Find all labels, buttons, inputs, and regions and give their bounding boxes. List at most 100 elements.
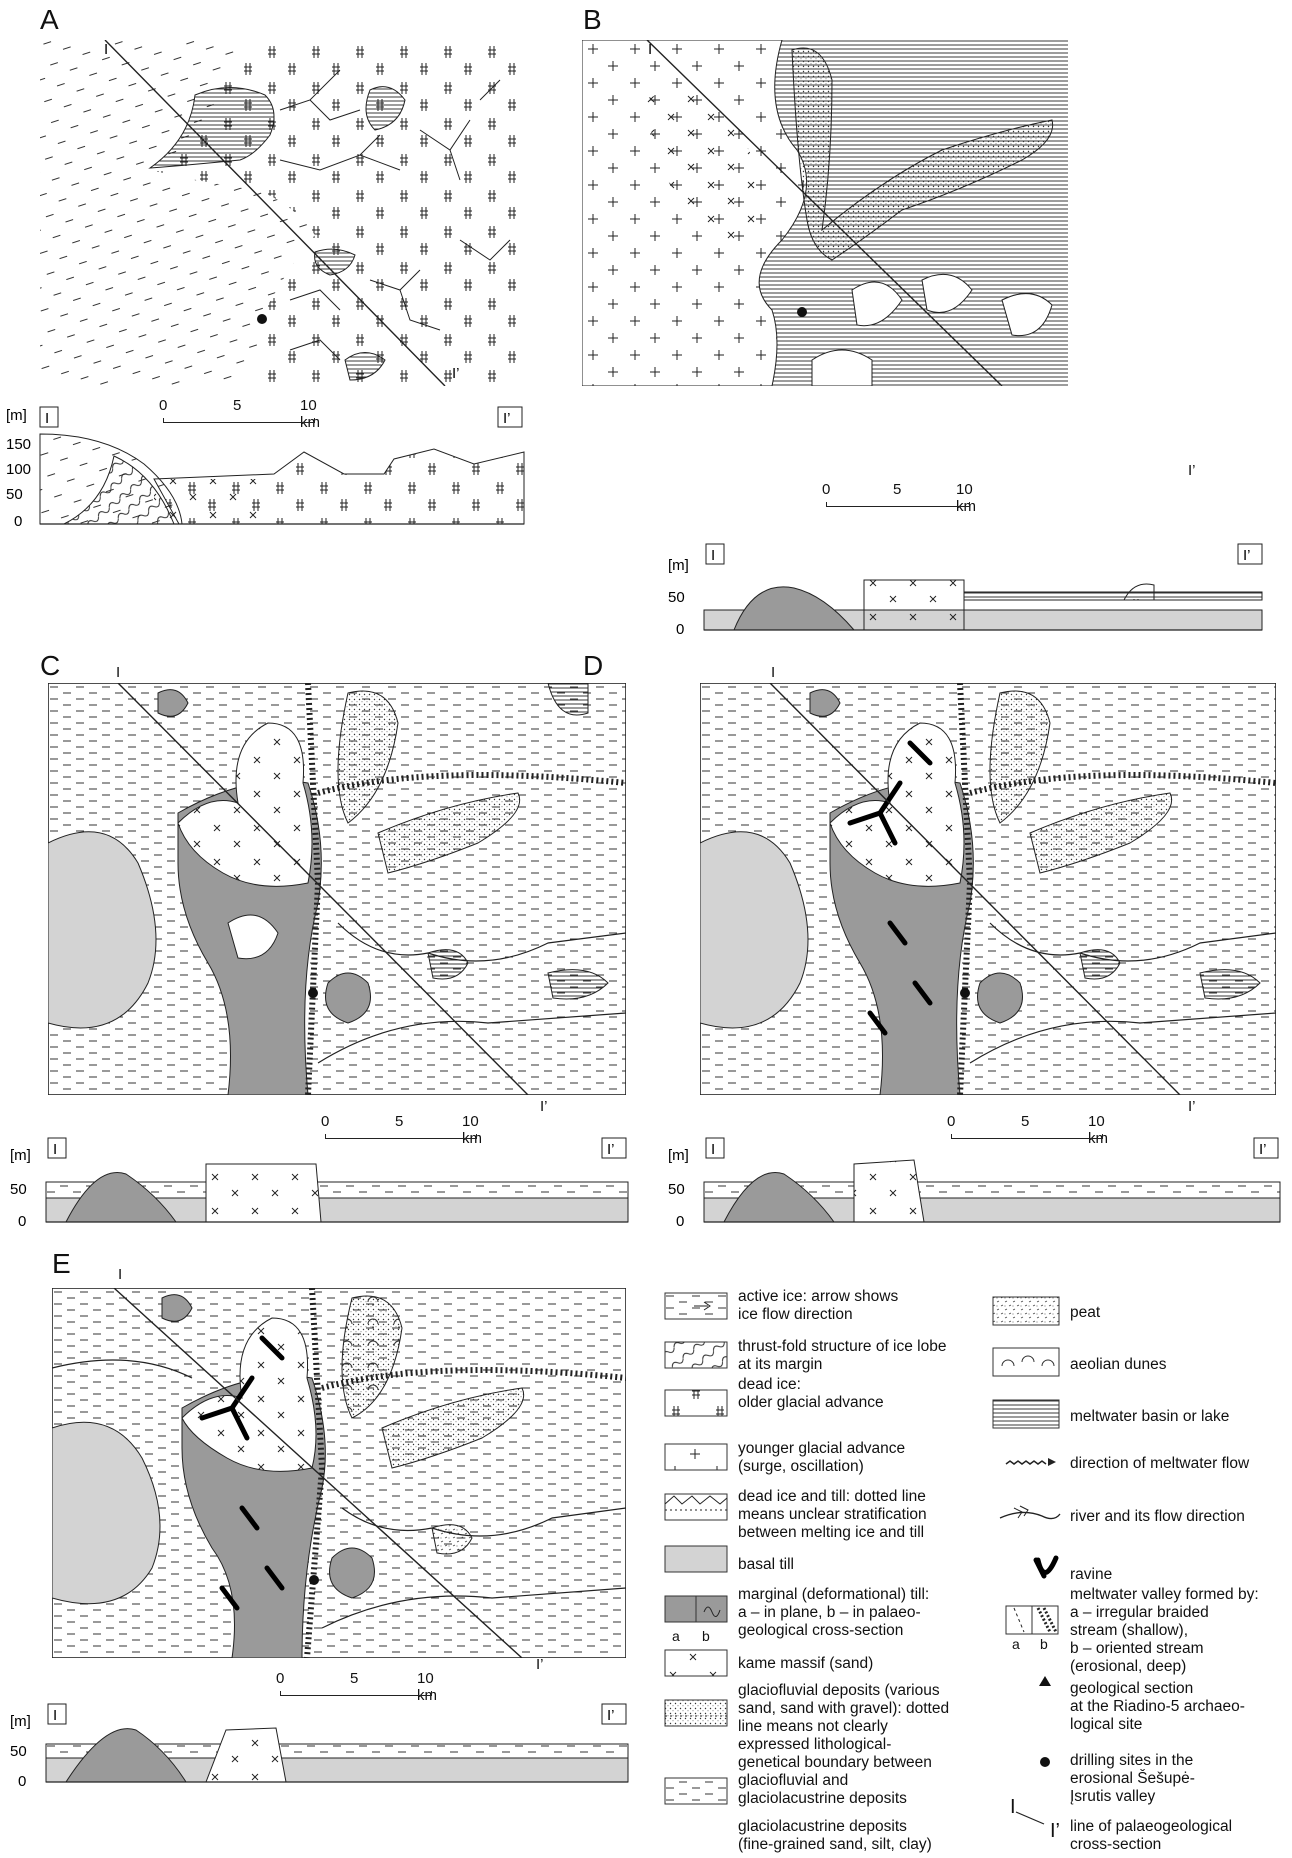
svg-text:50: 50 [10,1743,27,1760]
panel-label-a: A [40,4,59,35]
drilling-site-dot-icon [1040,1757,1050,1767]
section-end-label-b: I’ [1188,462,1196,479]
swatch-thrust-fold [664,1341,728,1369]
cross-section-line [117,683,529,1095]
swatch-dead-ice-till [664,1493,728,1521]
swatch-younger-advance [664,1443,728,1471]
svg-text:I’: I’ [1259,1141,1267,1158]
map-c [48,683,626,1095]
river-network [279,69,511,361]
map-e [52,1288,626,1658]
svg-text:0: 0 [18,1213,26,1230]
svg-text:[m]: [m] [668,557,689,574]
drilling-site-dot [797,307,807,317]
legend-item-ravine: ravine [1070,1566,1113,1583]
legend-item-thrust-fold: thrust-fold structure of ice lobe at its … [738,1338,947,1373]
meltwater-flow-arrow-icon [1005,1460,1047,1465]
map-b: I [582,40,1068,386]
section-end-label: I’ [452,365,460,382]
legend-item-river: river and its flow direction [1070,1508,1245,1525]
cross-section-line [113,1288,523,1658]
marginal-till-sub-b: b [702,1628,710,1644]
legend-item-cross-section-line: line of palaeogeological cross-section [1070,1818,1233,1853]
panel-label-b: B [583,4,602,35]
legend-item-glaciofluvial: glaciofluvial deposits (various sand, san… [738,1682,950,1807]
svg-text:0: 0 [18,1773,26,1790]
valley-sub-b: b [1040,1636,1048,1652]
valley-sub-a: a [1012,1636,1020,1652]
meltwater-basin [365,86,406,131]
kame-massif [642,93,764,242]
kame-massif [178,723,312,887]
drilling-site-dot [257,314,267,324]
swatch-basin [992,1399,1060,1429]
swatch-marginal-till-a [664,1595,697,1623]
legend-item-kame: kame massif (sand) [738,1655,874,1672]
glaciofluvial-deposits [1029,792,1172,874]
legend-item-peat: peat [1070,1304,1101,1321]
svg-text:I: I [53,1707,57,1724]
section-start-label: I [104,41,108,58]
map-a: I I’ [40,40,526,386]
panel-label-e: E [52,1248,71,1279]
drilling-site-dot [308,988,318,998]
legend-left-swatches [664,1292,728,1805]
svg-text:[m]: [m] [6,407,27,424]
glaciofluvial-deposits [989,690,1051,824]
svg-text:50: 50 [6,486,23,503]
legend-item-active-ice: active ice: arrow shows ice flow directio… [738,1288,899,1323]
peat [431,1524,473,1555]
basal-till [52,1421,161,1605]
basal-till [48,831,157,1029]
basal-till [700,831,809,1029]
swatch-marginal-till-b [695,1595,728,1623]
drilling-site-dot [309,1575,319,1585]
svg-text:0: 0 [676,1213,684,1230]
section-start-label: I [648,41,652,58]
cross-section-mark-start: I [1010,1796,1016,1818]
section-start-label-c: I [116,664,121,681]
svg-text:I’: I’ [607,1707,615,1724]
legend-item-dead-ice-older: dead ice: older glacial advance [738,1376,884,1411]
cross-section-b: [m] I I’ 50 0 [668,543,1263,638]
svg-text:I: I [711,547,715,564]
svg-text:I’: I’ [607,1141,615,1158]
ravines [847,740,933,1036]
meltwater-basin [344,352,386,381]
svg-text:50: 50 [668,589,685,606]
geological-section-triangle-icon [1039,1676,1051,1686]
panel-label-c: C [40,650,61,681]
svg-text:I’: I’ [503,410,511,427]
meltwater-valley [969,772,1276,796]
cross-section-line [646,40,1003,386]
swatch-dead-ice-older [664,1389,728,1417]
meltwater-valley [317,772,626,796]
ravines [199,1335,285,1611]
svg-text:100: 100 [6,461,31,478]
legend-item-basin: meltwater basin or lake [1070,1408,1230,1425]
cross-section-mark-end: I’ [1050,1820,1060,1842]
svg-text:I: I [45,410,49,427]
swatch-kame [664,1649,728,1677]
section-end-label-c: I’ [540,1098,548,1115]
legend-item-dead-ice-till: dead ice and till: dotted line means uncl… [738,1488,927,1541]
panel-label-d: D [583,650,604,681]
cross-section-line-icon [1015,1811,1045,1825]
glaciofluvial-deposits [791,47,1054,261]
legend-item-dunes: aeolian dunes [1070,1356,1167,1373]
river [321,1587,626,1629]
meltwater-valley [304,1288,326,1658]
swatch-glaciolacustrine [664,1777,728,1805]
svg-text:0: 0 [676,621,684,638]
cross-section-d: [m] I I’ 50 0 [668,1137,1281,1230]
cross-section-c: [m] I I’ 50 0 [10,1137,629,1230]
svg-text:I: I [711,1141,715,1158]
section-end-label-e: I’ [536,1656,544,1673]
section-start-label-e: I [118,1266,123,1283]
legend-item-meltwater-valley: meltwater valley formed by: a – irregular… [1070,1586,1259,1675]
aeolian-dunes [342,1296,402,1418]
cross-section-line [769,683,1181,1095]
marginal-till-sub-a: a [672,1628,680,1644]
svg-text:50: 50 [668,1181,685,1198]
legend-item-glaciolacustrine: glaciolacustrine deposits (fine-grained s… [738,1818,932,1853]
